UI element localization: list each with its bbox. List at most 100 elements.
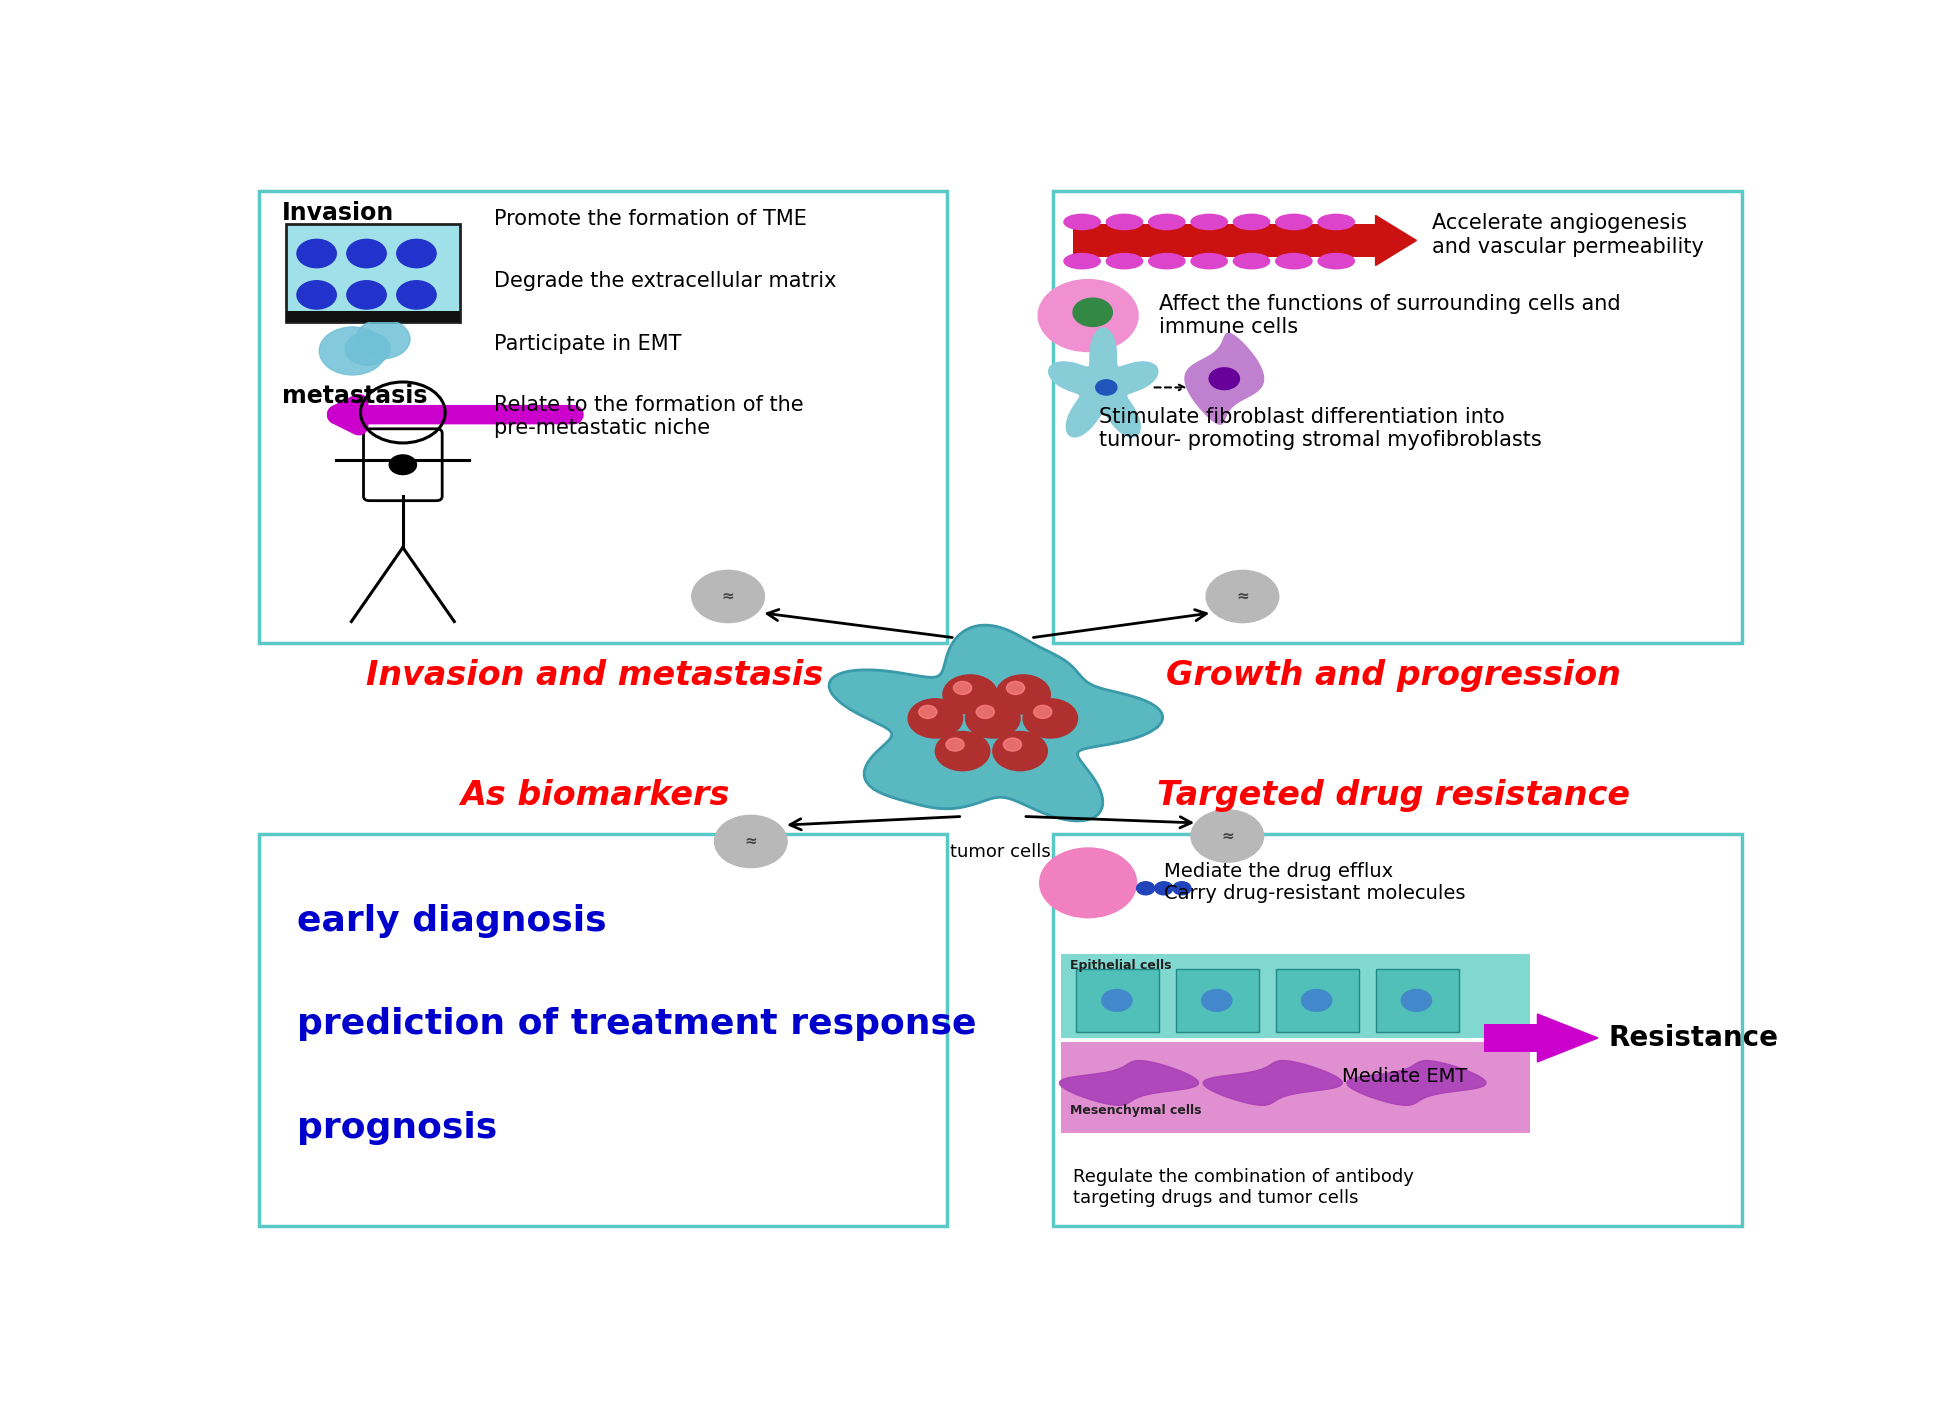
Ellipse shape <box>1191 253 1228 269</box>
Circle shape <box>1007 682 1025 694</box>
Bar <box>287 311 461 322</box>
Circle shape <box>976 706 994 718</box>
Circle shape <box>1402 990 1431 1011</box>
Ellipse shape <box>1148 215 1185 229</box>
Polygon shape <box>1185 334 1263 424</box>
Circle shape <box>1074 298 1113 327</box>
Ellipse shape <box>1064 215 1101 229</box>
Ellipse shape <box>1318 253 1355 269</box>
Ellipse shape <box>1191 215 1228 229</box>
Ellipse shape <box>1107 253 1142 269</box>
Text: ≈: ≈ <box>1220 829 1234 844</box>
Text: Accelerate angiogenesis
and vascular permeability: Accelerate angiogenesis and vascular per… <box>1431 214 1704 256</box>
Ellipse shape <box>1234 215 1269 229</box>
Text: Relate to the formation of the
pre-metastatic niche: Relate to the formation of the pre-metas… <box>494 396 802 438</box>
Circle shape <box>1191 810 1263 863</box>
Circle shape <box>320 327 386 375</box>
Circle shape <box>947 738 964 751</box>
Bar <box>1074 223 1376 257</box>
Text: Promote the formation of TME: Promote the formation of TME <box>494 209 806 229</box>
Polygon shape <box>1347 1060 1485 1106</box>
Text: prediction of treatment response: prediction of treatment response <box>297 1007 976 1041</box>
Polygon shape <box>1060 1060 1199 1106</box>
Circle shape <box>347 239 386 267</box>
Circle shape <box>994 731 1048 771</box>
Ellipse shape <box>1277 253 1312 269</box>
Circle shape <box>388 455 416 475</box>
Circle shape <box>966 699 1021 738</box>
Circle shape <box>355 320 410 359</box>
Text: Mesenchymal cells: Mesenchymal cells <box>1070 1104 1202 1117</box>
Circle shape <box>1035 706 1052 718</box>
FancyBboxPatch shape <box>260 191 947 643</box>
Ellipse shape <box>1318 215 1355 229</box>
Text: Epithelial cells: Epithelial cells <box>1070 959 1171 971</box>
Circle shape <box>396 239 435 267</box>
Text: Degrade the extracellular matrix: Degrade the extracellular matrix <box>494 270 835 291</box>
Text: early diagnosis: early diagnosis <box>297 904 607 937</box>
Ellipse shape <box>1234 253 1269 269</box>
Circle shape <box>691 570 765 622</box>
FancyBboxPatch shape <box>260 834 947 1226</box>
Circle shape <box>1040 848 1136 918</box>
Text: ≈: ≈ <box>722 590 734 604</box>
Text: Mediate the drug efflux
Carry drug-resistant molecules: Mediate the drug efflux Carry drug-resis… <box>1163 863 1466 904</box>
Ellipse shape <box>1277 215 1312 229</box>
Circle shape <box>347 281 386 310</box>
Circle shape <box>1038 280 1138 352</box>
Text: tumor cells: tumor cells <box>951 843 1050 861</box>
Text: ≈: ≈ <box>1236 590 1249 604</box>
Ellipse shape <box>1064 253 1101 269</box>
Bar <box>1062 1042 1530 1133</box>
Text: Participate in EMT: Participate in EMT <box>494 334 681 354</box>
Text: metastasis: metastasis <box>281 385 427 409</box>
Circle shape <box>297 281 336 310</box>
Text: prognosis: prognosis <box>297 1111 498 1145</box>
Circle shape <box>919 706 937 718</box>
Circle shape <box>1202 990 1232 1011</box>
Text: Affect the functions of surrounding cells and
immune cells: Affect the functions of surrounding cell… <box>1159 294 1620 337</box>
Bar <box>1062 954 1530 1038</box>
Circle shape <box>396 281 435 310</box>
Circle shape <box>1136 882 1156 895</box>
Polygon shape <box>1202 1060 1343 1106</box>
Text: Regulate the combination of antibody
targeting drugs and tumor cells: Regulate the combination of antibody tar… <box>1074 1168 1413 1208</box>
Text: Invasion and metastasis: Invasion and metastasis <box>367 659 824 693</box>
Circle shape <box>1156 882 1173 895</box>
Circle shape <box>1206 570 1279 622</box>
Circle shape <box>1302 990 1331 1011</box>
Circle shape <box>297 239 336 267</box>
Bar <box>1277 970 1359 1032</box>
Circle shape <box>935 731 990 771</box>
Text: Stimulate fibroblast differentiation into
tumour- promoting stromal myofibroblas: Stimulate fibroblast differentiation int… <box>1099 407 1542 451</box>
Text: Targeted drug resistance: Targeted drug resistance <box>1158 779 1630 812</box>
Text: ≈: ≈ <box>744 834 757 848</box>
Circle shape <box>996 674 1050 714</box>
Circle shape <box>1173 882 1191 895</box>
FancyBboxPatch shape <box>1054 834 1741 1226</box>
Circle shape <box>346 332 390 365</box>
Text: Mediate EMT: Mediate EMT <box>1343 1066 1468 1086</box>
FancyBboxPatch shape <box>363 428 443 501</box>
Text: Resistance: Resistance <box>1608 1024 1778 1052</box>
Ellipse shape <box>1148 253 1185 269</box>
Polygon shape <box>830 625 1163 822</box>
Circle shape <box>953 682 972 694</box>
Text: Growth and progression: Growth and progression <box>1165 659 1622 693</box>
Polygon shape <box>1376 215 1417 266</box>
Polygon shape <box>1048 328 1158 437</box>
Circle shape <box>714 816 787 868</box>
Circle shape <box>1003 738 1021 751</box>
Bar <box>1076 970 1159 1032</box>
Circle shape <box>908 699 962 738</box>
Circle shape <box>1208 368 1240 390</box>
Text: Invasion: Invasion <box>281 201 394 225</box>
Circle shape <box>1101 990 1132 1011</box>
Circle shape <box>1095 380 1117 395</box>
Circle shape <box>943 674 997 714</box>
Text: As biomarkers: As biomarkers <box>461 779 730 812</box>
Bar <box>1376 970 1458 1032</box>
Bar <box>1484 1024 1546 1052</box>
Polygon shape <box>1538 1014 1599 1062</box>
Circle shape <box>1023 699 1078 738</box>
